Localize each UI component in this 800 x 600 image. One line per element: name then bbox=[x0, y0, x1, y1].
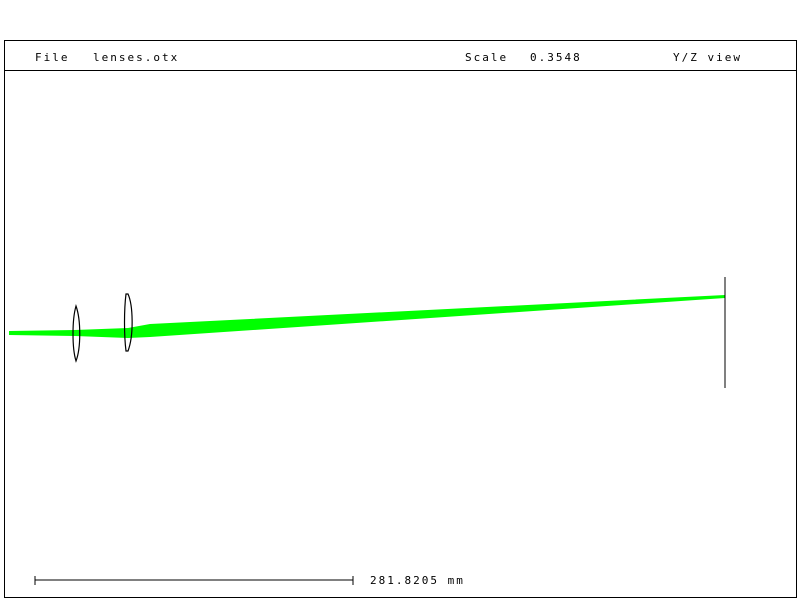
view-label: Y/Z view bbox=[673, 51, 742, 64]
plot-frame bbox=[4, 40, 797, 598]
lens-2 bbox=[123, 293, 133, 352]
lens-1 bbox=[72, 304, 81, 363]
header-divider bbox=[4, 70, 796, 71]
file-label: File bbox=[35, 51, 70, 64]
ray-bundle bbox=[9, 295, 725, 338]
scale-label: Scale bbox=[465, 51, 509, 64]
scale-value: 0.3548 bbox=[530, 51, 582, 64]
file-name: lenses.otx bbox=[93, 51, 180, 64]
scale-bar-label: 281.8205 mm bbox=[370, 574, 465, 587]
